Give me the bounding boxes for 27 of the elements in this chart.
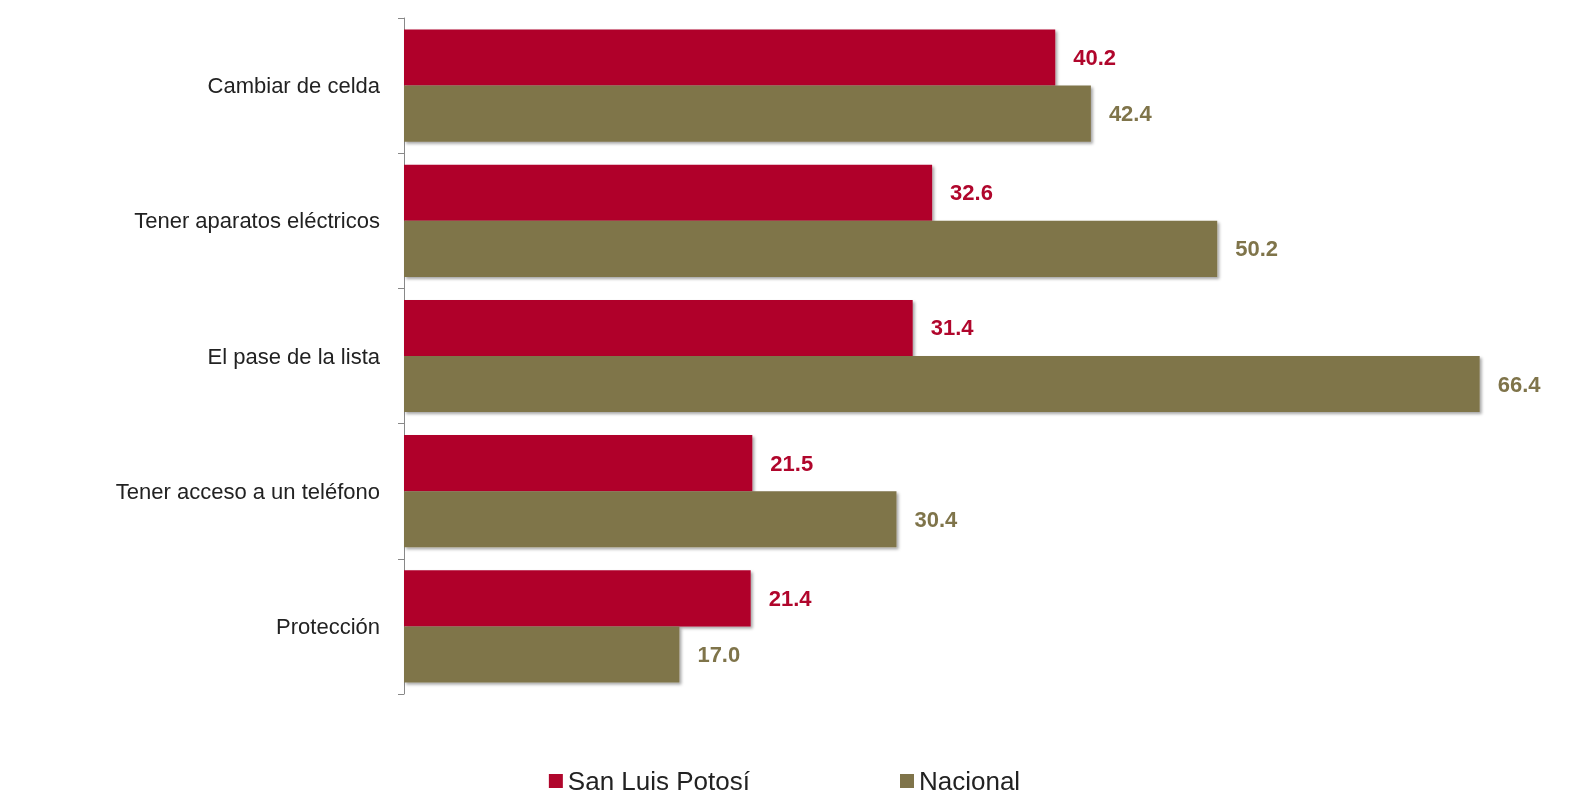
bar xyxy=(404,164,933,221)
bar xyxy=(404,85,1091,142)
bar xyxy=(404,570,751,627)
data-label: 40.2 xyxy=(1073,45,1117,71)
data-label: 21.5 xyxy=(770,450,814,476)
y-tick-label: Tener aparatos eléctricos xyxy=(134,208,380,234)
bar xyxy=(404,220,1218,277)
data-label: 66.4 xyxy=(1497,371,1542,397)
bar xyxy=(404,29,1056,86)
data-label: 21.4 xyxy=(768,585,813,611)
y-tick-label: Protección xyxy=(276,613,380,639)
data-label: 32.6 xyxy=(950,180,993,206)
bar xyxy=(404,356,1480,413)
data-label: 42.4 xyxy=(1108,101,1153,127)
bar xyxy=(404,435,753,492)
legend-label: Nacional xyxy=(918,766,1021,796)
y-tick-label: El pase de la lista xyxy=(207,343,381,369)
data-label: 17.0 xyxy=(697,641,741,667)
legend-label: San Luis Potosí xyxy=(567,766,751,796)
bar xyxy=(404,626,680,683)
y-tick-label: Tener acceso a un teléfono xyxy=(115,478,380,504)
bar xyxy=(404,299,913,356)
data-label: 31.4 xyxy=(930,315,975,341)
data-label: 30.4 xyxy=(914,506,959,532)
y-tick-label: Cambiar de celda xyxy=(207,73,381,99)
bar xyxy=(404,491,897,548)
data-label: 50.2 xyxy=(1235,236,1279,262)
